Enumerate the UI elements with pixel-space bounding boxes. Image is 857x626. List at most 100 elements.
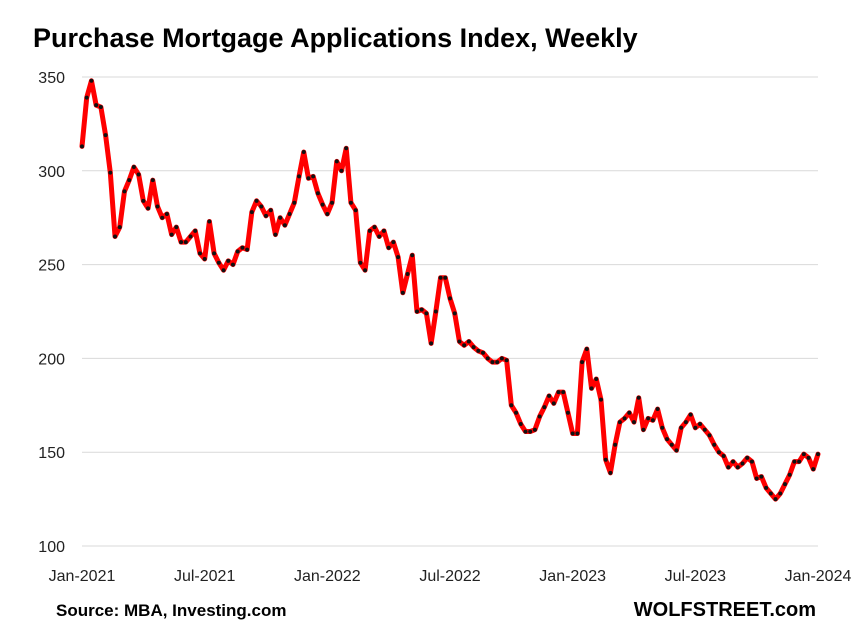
- data-point: [801, 452, 806, 457]
- data-point: [745, 455, 750, 460]
- data-point: [707, 433, 712, 438]
- data-point: [712, 442, 717, 447]
- data-point: [113, 234, 118, 239]
- data-point: [632, 420, 636, 425]
- data-point: [721, 453, 726, 458]
- data-point: [381, 228, 386, 233]
- data-point: [702, 427, 707, 432]
- data-point: [518, 422, 523, 427]
- data-point: [193, 228, 198, 233]
- data-point: [330, 200, 335, 205]
- data-point: [528, 429, 533, 434]
- data-point: [603, 457, 608, 462]
- data-point: [377, 234, 382, 239]
- data-point: [179, 240, 184, 245]
- data-point: [212, 251, 217, 256]
- data-point: [509, 403, 514, 408]
- data-point: [320, 202, 325, 207]
- data-point: [183, 240, 188, 245]
- data-point: [268, 208, 273, 213]
- data-point: [386, 245, 391, 250]
- data-point: [325, 211, 330, 216]
- data-point: [589, 386, 594, 391]
- data-point: [693, 425, 698, 430]
- data-point: [782, 482, 787, 487]
- y-tick-label: 250: [38, 258, 65, 275]
- data-point: [674, 448, 679, 453]
- data-point: [575, 431, 580, 436]
- data-point: [136, 172, 141, 177]
- data-point: [146, 206, 151, 211]
- source-note: Source: MBA, Investing.com: [56, 601, 286, 620]
- data-point: [617, 420, 622, 425]
- data-point: [188, 234, 193, 239]
- y-tick-label: 200: [38, 351, 65, 368]
- data-point: [457, 339, 462, 344]
- data-point: [433, 309, 438, 314]
- data-point: [452, 311, 457, 316]
- data-point: [542, 405, 547, 410]
- data-point: [665, 437, 670, 442]
- data-point: [660, 425, 665, 430]
- data-point: [797, 459, 802, 464]
- data-point: [504, 358, 509, 363]
- data-point: [523, 429, 528, 434]
- data-point: [311, 174, 316, 179]
- data-point: [197, 251, 202, 256]
- data-point: [155, 204, 160, 209]
- data-point: [650, 418, 655, 423]
- data-point: [273, 232, 278, 237]
- x-tick-label: Jan-2023: [539, 568, 606, 585]
- data-point: [740, 461, 745, 466]
- data-point: [731, 459, 736, 464]
- data-point: [84, 95, 89, 100]
- data-point: [202, 256, 207, 261]
- data-point: [537, 414, 542, 419]
- data-point: [735, 465, 740, 470]
- data-point: [240, 245, 245, 250]
- series-line-group: [79, 78, 821, 502]
- data-point: [103, 133, 108, 138]
- data-point: [584, 347, 589, 352]
- data-point: [481, 350, 486, 355]
- data-point: [419, 307, 424, 312]
- data-point: [816, 452, 820, 457]
- data-point: [787, 472, 792, 477]
- gridlines: [82, 76, 818, 547]
- data-point: [94, 103, 99, 108]
- data-point: [315, 191, 320, 196]
- data-point: [764, 485, 769, 490]
- data-point: [698, 422, 703, 427]
- data-point: [679, 425, 684, 430]
- data-point: [792, 459, 797, 464]
- data-point: [655, 407, 660, 412]
- data-point: [287, 211, 292, 216]
- data-point: [716, 450, 721, 455]
- data-point: [169, 232, 174, 237]
- data-point: [414, 309, 419, 314]
- y-axis-ticks: 100 150 200 250 300 350: [38, 70, 65, 556]
- x-tick-label: Jan-2024: [785, 568, 852, 585]
- x-tick-label: Jul-2021: [174, 568, 235, 585]
- data-point: [264, 213, 268, 218]
- data-point: [334, 159, 339, 164]
- data-point: [622, 416, 627, 421]
- data-point: [495, 360, 500, 365]
- data-point: [344, 146, 349, 151]
- data-point: [400, 290, 405, 295]
- data-point: [532, 427, 537, 432]
- data-point: [235, 249, 240, 254]
- data-point: [226, 258, 231, 263]
- data-point: [556, 390, 561, 395]
- data-point: [613, 442, 618, 447]
- data-point: [127, 178, 132, 183]
- data-point: [598, 397, 603, 402]
- data-point: [405, 271, 410, 276]
- data-point: [108, 170, 113, 175]
- x-axis-ticks: Jan-2021 Jul-2021 Jan-2022 Jul-2022 Jan-2023…: [49, 568, 852, 585]
- data-point: [117, 225, 122, 230]
- x-tick-label: Jan-2021: [49, 568, 116, 585]
- data-point: [278, 215, 283, 220]
- data-point: [358, 260, 363, 265]
